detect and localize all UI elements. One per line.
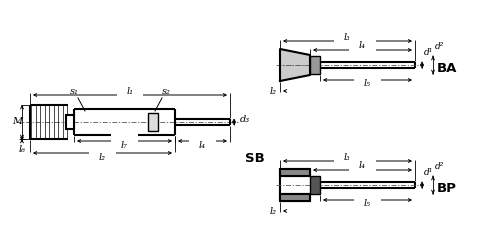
- Text: l₇: l₇: [121, 140, 128, 149]
- Text: l₅: l₅: [364, 80, 371, 88]
- Text: l₂: l₂: [270, 206, 277, 216]
- Text: l₄: l₄: [359, 162, 366, 170]
- Text: l₃: l₃: [344, 32, 351, 42]
- Text: l₂: l₂: [270, 86, 277, 96]
- Text: d¹: d¹: [424, 168, 434, 177]
- Text: d²: d²: [435, 42, 444, 51]
- Text: BA: BA: [437, 62, 458, 76]
- Text: l₅: l₅: [364, 200, 371, 208]
- Bar: [310, 56, 320, 74]
- Text: l₃: l₃: [344, 152, 351, 162]
- Bar: [148, 113, 158, 131]
- Text: SB: SB: [245, 152, 265, 166]
- Text: BP: BP: [437, 182, 457, 196]
- Text: M: M: [12, 118, 22, 126]
- Text: d₃: d₃: [240, 116, 250, 124]
- Text: s₂: s₂: [162, 87, 170, 96]
- Text: l₂: l₂: [99, 152, 106, 162]
- Text: l₁: l₁: [126, 86, 134, 96]
- Bar: [66, 115, 74, 129]
- Bar: [280, 194, 310, 201]
- Text: d²: d²: [435, 162, 444, 171]
- Text: s₁: s₁: [70, 87, 78, 96]
- Bar: [280, 169, 310, 176]
- Text: l₄: l₄: [199, 140, 206, 149]
- Text: l₄: l₄: [359, 42, 366, 50]
- Text: l₆: l₆: [18, 145, 26, 154]
- Bar: [310, 176, 320, 194]
- Text: d¹: d¹: [424, 48, 434, 57]
- Polygon shape: [280, 49, 310, 81]
